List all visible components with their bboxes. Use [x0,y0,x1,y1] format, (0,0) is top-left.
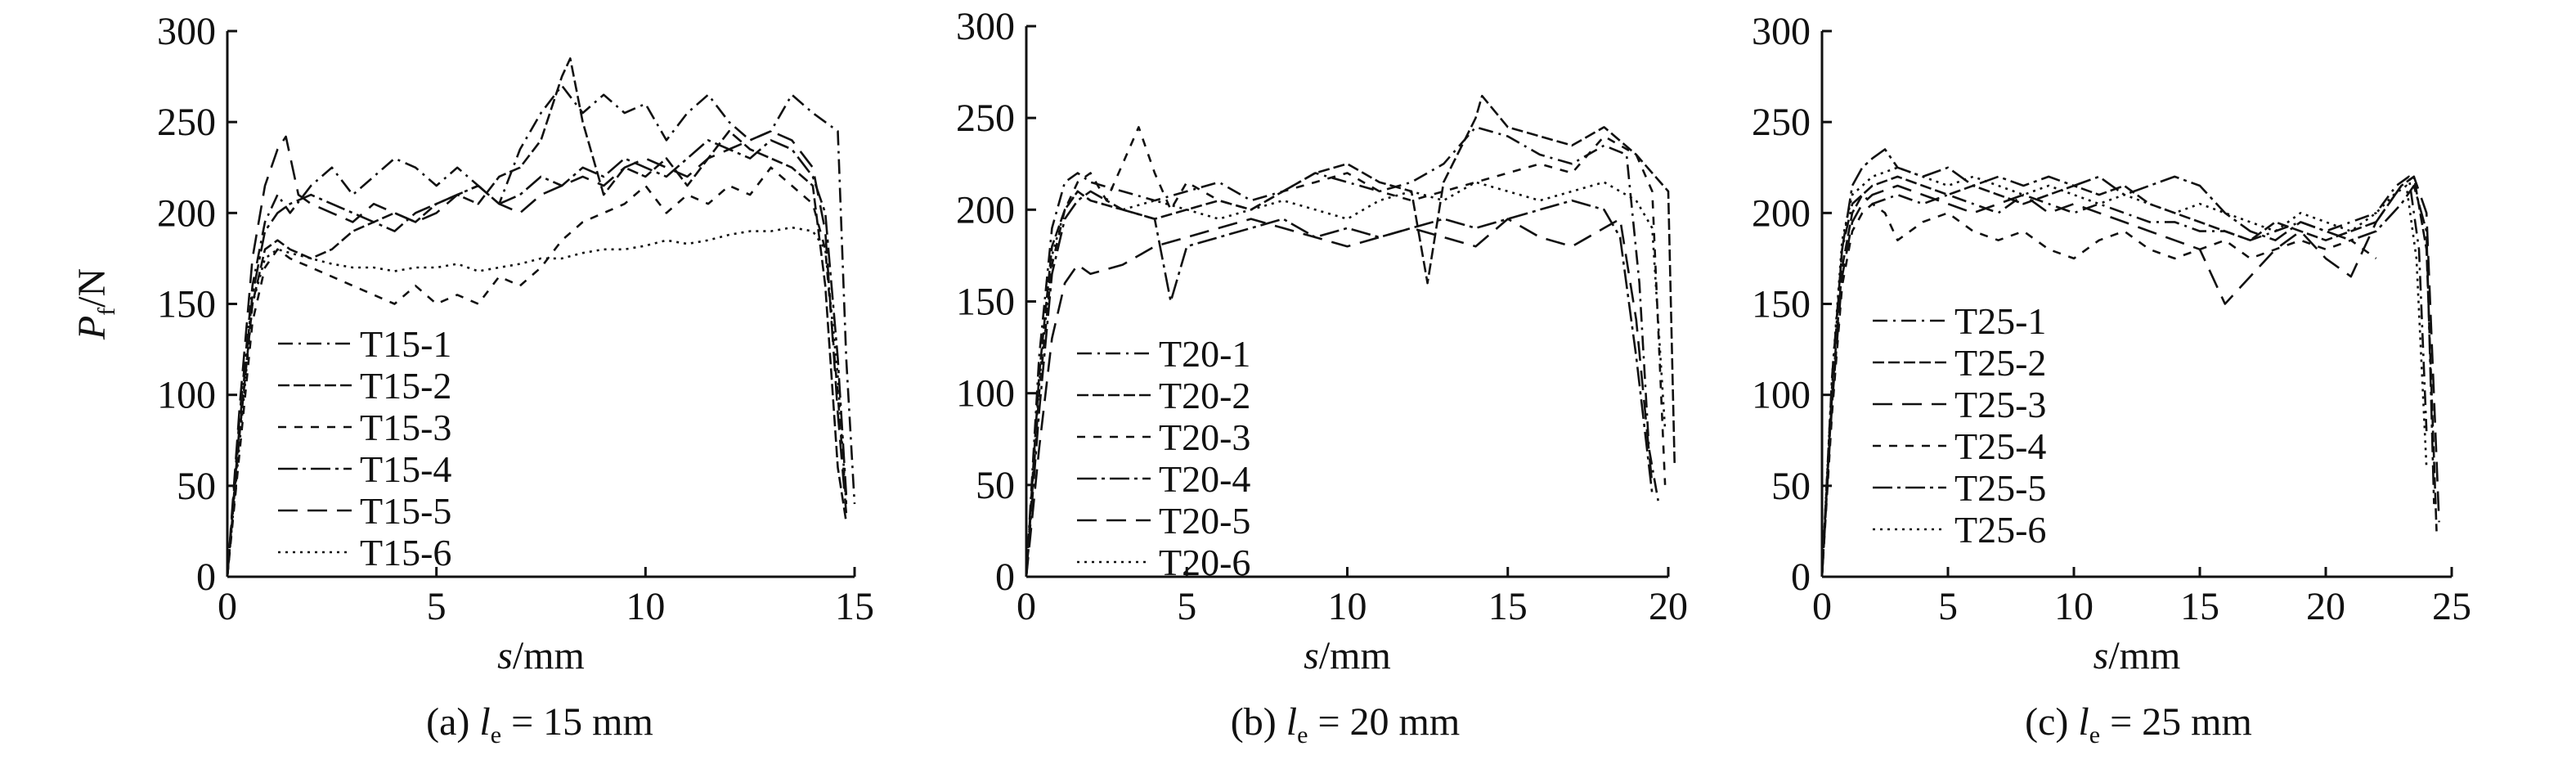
legend-label: T15-1 [360,323,451,365]
x-tick-label: 20 [1649,585,1688,628]
legend-label: T25-2 [1954,342,2046,384]
chart-panel-3: 0 50 100 150 200 250 300 0 5 10 15 20 25 s/mm (c) le =… [1752,10,2471,749]
legend-label: T20-3 [1159,416,1250,458]
series-line-t20-6 [1025,181,1667,578]
series-line-t25-5 [1820,148,2435,578]
series-line-t15-1 [226,84,856,578]
y-tick-label: 100 [1752,374,1811,417]
y-tick-label: 200 [956,188,1015,232]
legend-label: T15-4 [360,448,451,490]
legend-label: T15-3 [360,407,451,448]
x-tick-label: 25 [2432,585,2471,628]
y-tick-label: 300 [157,10,216,53]
panel-caption: (c) le = 25 mm [2025,700,2252,749]
x-tick-label: 10 [626,585,665,628]
legend-label: T20-4 [1159,458,1250,500]
y-tick-label: 100 [157,374,216,417]
series-line-t20-5 [1025,218,1654,578]
legend-label: T20-1 [1159,333,1250,375]
x-axis-title: s/mm [1304,634,1391,677]
y-tick-label: 0 [1791,555,1811,599]
legend-label: T25-3 [1954,384,2046,425]
x-axis-title: s/mm [497,634,585,677]
series-line-t25-1 [1820,175,2428,578]
series-line-t20-3 [1025,126,1667,578]
x-tick-label: 5 [1938,585,1958,628]
y-tick-label: 250 [956,97,1015,140]
y-tick-label: 50 [177,465,216,508]
legend-label: T25-1 [1954,300,2046,342]
y-tick-label: 250 [1752,101,1811,144]
x-tick-label: 0 [1812,585,1832,628]
series-line-t15-5 [226,130,848,578]
series-line-t15-2 [226,57,848,578]
x-tick-label: 10 [2054,585,2094,628]
series-line-t25-3 [1820,175,2440,578]
panel-caption: (a) le = 15 mm [426,700,653,749]
y-tick-label: 200 [1752,191,1811,235]
panel-caption: (b) le = 20 mm [1231,700,1460,749]
series-line-t25-6 [1820,166,2428,578]
y-tick-label: 50 [1771,465,1811,508]
y-tick-label: 300 [1752,10,1811,53]
x-tick-label: 0 [1016,585,1036,628]
legend-label: T15-6 [360,532,451,573]
series-line-t20-2 [1025,94,1676,578]
x-tick-label: 5 [1177,585,1196,628]
x-axis-title: s/mm [2094,634,2181,677]
y-tick-label: 200 [157,191,216,235]
y-tick-label: 0 [196,555,216,599]
y-tick-label: 250 [157,101,216,144]
x-tick-label: 15 [2180,585,2219,628]
y-axis-title: Pf/N [70,268,120,340]
y-tick-label: 100 [956,372,1015,416]
series-line-t25-2 [1820,175,2438,578]
y-tick-label: 150 [956,281,1015,324]
x-tick-label: 15 [1488,585,1528,628]
x-tick-label: 10 [1328,585,1367,628]
x-tick-label: 20 [2306,585,2345,628]
y-tick-label: 150 [1752,283,1811,326]
series-line-t20-4 [1025,190,1654,578]
y-tick-label: 0 [995,555,1015,599]
series-line-t15-3 [226,166,848,578]
y-tick-label: 150 [157,283,216,326]
legend-label: T15-5 [360,490,451,532]
legend-label: T25-5 [1954,467,2046,509]
legend-label: T20-2 [1159,375,1250,416]
legend-label: T15-2 [360,365,451,407]
y-tick-label: 50 [976,464,1015,507]
legend-label: T25-6 [1954,509,2046,551]
x-tick-label: 15 [835,585,874,628]
legend-label: T20-5 [1159,500,1250,542]
legend-label: T20-6 [1159,542,1250,583]
series-line-t15-4 [226,139,848,578]
y-tick-label: 300 [956,5,1015,48]
legend-label: T25-4 [1954,425,2046,467]
chart-panel-2: 0 50 100 150 200 250 300 0 5 10 15 20 s/mm (b) le = 2… [956,5,1688,749]
chart-panel-1: 0 50 100 150 200 250 300 0 5 10 15 s/mm Pf/N (a) le =… [70,10,874,749]
x-tick-label: 5 [427,585,447,628]
x-tick-label: 0 [218,585,237,628]
